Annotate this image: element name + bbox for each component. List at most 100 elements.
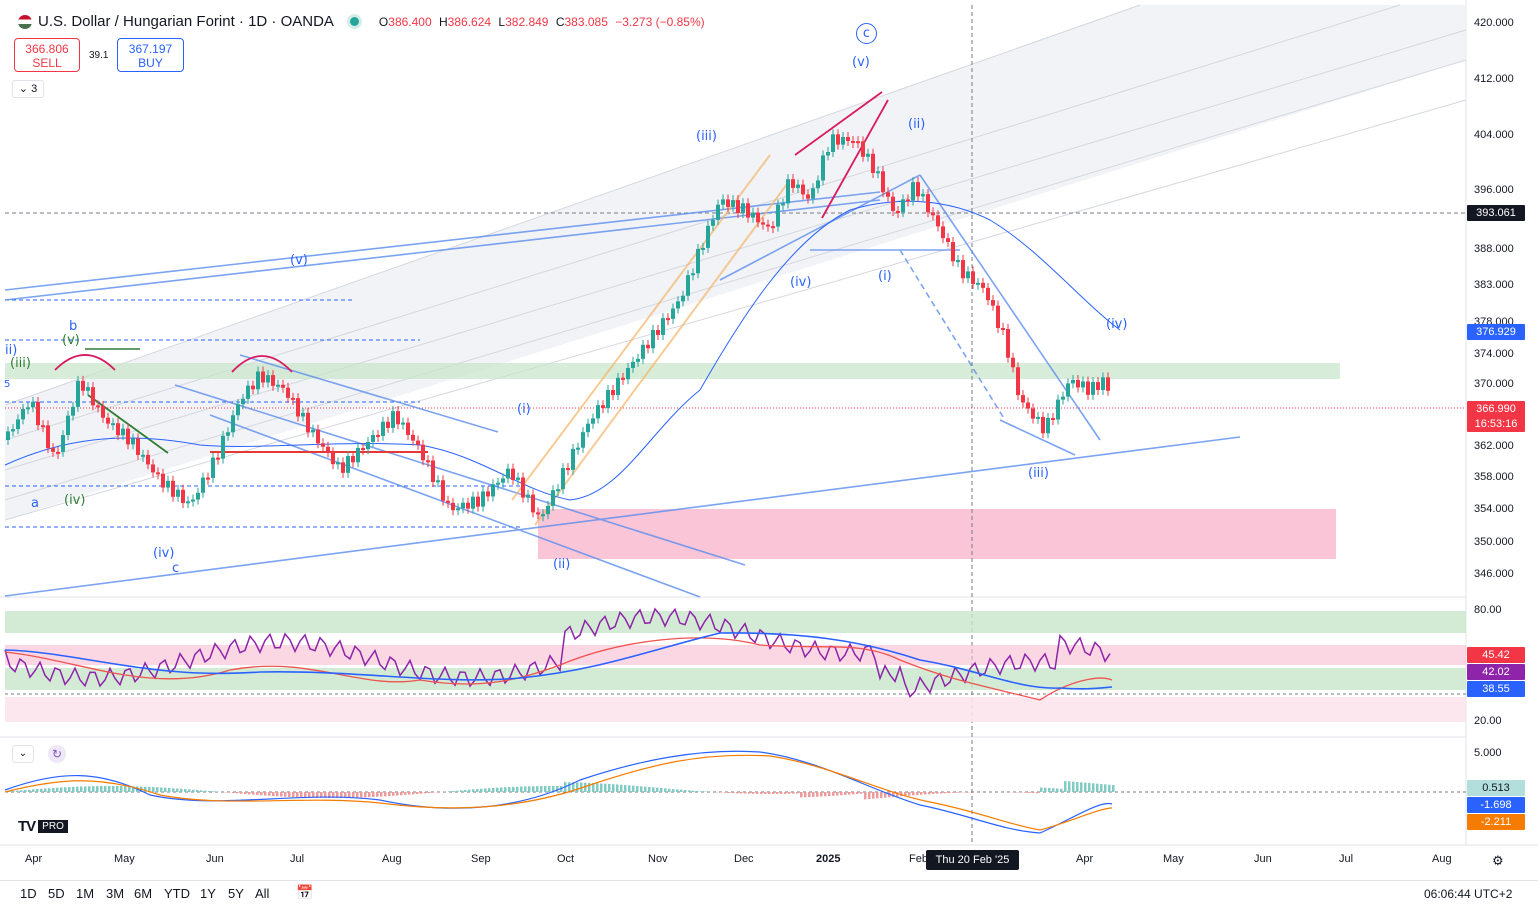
range-button-1d[interactable]: 1D (20, 886, 37, 901)
candle-body (241, 398, 245, 405)
settings-icon[interactable]: ⚙ (1492, 853, 1504, 868)
candle-body (191, 499, 195, 502)
wave-label: c (856, 23, 877, 44)
candlesticks (6, 129, 1110, 522)
clock[interactable]: 06:06:44 UTC+2 (1424, 887, 1513, 901)
indicators-collapse-button[interactable]: ⌄ 3 (12, 80, 44, 98)
range-button-6m[interactable]: 6M (134, 886, 153, 901)
macd-bar (636, 786, 639, 792)
candle-body (611, 390, 615, 396)
macd-bar (148, 786, 151, 792)
macd-bar (336, 792, 339, 798)
macd-bar (1028, 792, 1031, 793)
candle-body (891, 196, 895, 211)
macd-bar (228, 792, 231, 793)
macd-bar (316, 792, 319, 798)
price-chart[interactable] (0, 0, 1538, 880)
macd-bar (580, 782, 583, 792)
sell-button[interactable]: 366.806 SELL (14, 38, 80, 72)
candle-body (811, 188, 815, 199)
candle-body (626, 368, 630, 380)
macd-bar (64, 787, 67, 792)
macd-bar (16, 790, 19, 792)
candle-body (296, 398, 300, 417)
countdown-tag: 16:53:16 (1467, 416, 1525, 432)
wave-label: b (69, 319, 78, 334)
range-button-all[interactable]: All (255, 886, 270, 901)
refresh-icon[interactable]: ↻ (48, 745, 66, 763)
candle-body (1071, 379, 1075, 384)
macd-bar (264, 792, 267, 796)
macd-bar (408, 792, 411, 795)
range-button-5y[interactable]: 5Y (228, 886, 244, 901)
symbol-header[interactable]: U.S. Dollar / Hungarian Forint · 1D · OA… (18, 13, 709, 30)
wave-label: (iv) (1106, 317, 1128, 332)
macd-bar (620, 784, 623, 792)
macd-bar (52, 787, 55, 792)
range-button-ytd[interactable]: YTD (164, 886, 190, 901)
candle-body (101, 405, 105, 418)
candle-body (1041, 416, 1045, 434)
range-button-1y[interactable]: 1Y (200, 886, 216, 901)
macd-bar (772, 792, 775, 794)
candle-body (786, 179, 790, 204)
candle-body (486, 491, 490, 497)
macd-bar (76, 786, 79, 792)
candle-body (851, 140, 855, 143)
macd-bar (784, 792, 787, 794)
candle-body (791, 179, 795, 188)
macd-bar (516, 786, 519, 792)
macd-bar (60, 787, 63, 792)
price-axis-label: 350.000 (1474, 536, 1514, 548)
candle-body (171, 480, 175, 497)
candle-body (931, 212, 935, 216)
macd-bar (412, 792, 415, 795)
time-axis-label: Jun (206, 853, 224, 865)
calendar-icon[interactable]: 📅 (296, 884, 314, 900)
candle-body (711, 219, 715, 226)
macd-bar (280, 792, 283, 797)
tradingview-logo[interactable]: TV PRO (18, 818, 68, 835)
macd-bar (844, 792, 847, 795)
candle-body (911, 182, 915, 201)
time-axis-label: Jun (1254, 853, 1272, 865)
candle-body (426, 460, 430, 463)
macd-bar (876, 792, 879, 799)
macd-bar (816, 792, 819, 797)
range-button-1m[interactable]: 1M (76, 886, 95, 901)
macd-bar (364, 792, 367, 798)
candle-body (146, 454, 150, 465)
macd-bar (196, 789, 199, 792)
candle-body (56, 451, 60, 454)
candle-body (186, 501, 190, 504)
buy-button[interactable]: 367.197 BUY (117, 38, 184, 72)
macd-bar (908, 792, 911, 796)
candle-body (1051, 418, 1055, 421)
macd-bar (1072, 781, 1075, 792)
live-status-icon (349, 17, 359, 26)
macd-bar (356, 792, 359, 798)
macd-bar (472, 789, 475, 792)
candle-body (341, 462, 345, 473)
macd-bar (476, 789, 479, 792)
macd-bar (1092, 783, 1095, 792)
range-button-5d[interactable]: 5D (48, 886, 65, 901)
macd-bar (592, 783, 595, 792)
candle-body (921, 194, 925, 197)
macd-bar (648, 786, 651, 792)
range-button-3m[interactable]: 3M (106, 886, 125, 901)
candle-body (406, 422, 410, 435)
macd-bar (152, 787, 155, 792)
candle-body (411, 434, 415, 441)
macd-bar (432, 792, 435, 793)
macd-bar (256, 792, 259, 795)
symbol-title[interactable]: U.S. Dollar / Hungarian Forint · 1D · OA… (38, 13, 334, 30)
candle-body (346, 456, 350, 473)
macd-axis-label: 5.000 (1474, 747, 1502, 759)
macd-bar (548, 786, 551, 792)
candle-body (281, 384, 285, 388)
candle-body (1086, 381, 1090, 395)
macd-bar (1032, 792, 1035, 794)
macd-bar (752, 792, 755, 794)
pane-collapse-button[interactable]: ⌄ (12, 745, 34, 763)
